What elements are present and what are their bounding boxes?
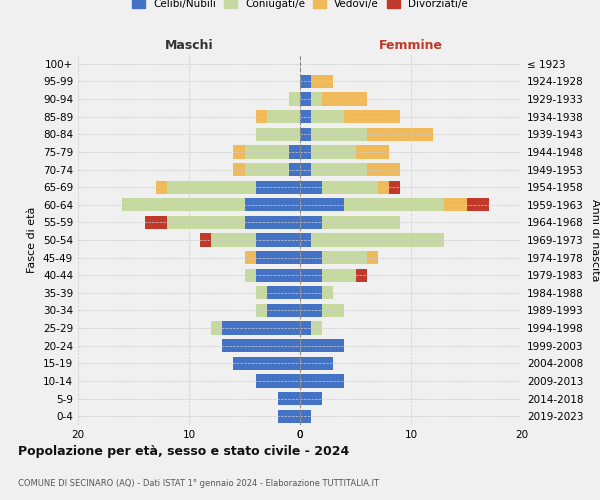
Bar	[300, 128, 311, 141]
Bar	[222, 322, 300, 334]
Bar	[256, 180, 300, 194]
Bar	[245, 198, 300, 211]
Bar	[266, 110, 300, 124]
Bar	[322, 304, 344, 317]
Bar	[211, 322, 222, 334]
Bar	[167, 216, 245, 229]
Bar	[300, 251, 322, 264]
Bar	[311, 128, 367, 141]
Bar	[300, 356, 334, 370]
Title: Femmine: Femmine	[379, 40, 443, 52]
Bar	[211, 234, 256, 246]
Bar	[256, 304, 266, 317]
Bar	[300, 92, 311, 106]
Bar	[256, 110, 266, 124]
Bar	[256, 251, 300, 264]
Legend: Celibi/Nubili, Coniugati/e, Vedovi/e, Divorziati/e: Celibi/Nubili, Coniugati/e, Vedovi/e, Di…	[128, 0, 472, 14]
Text: COMUNE DI SECINARO (AQ) - Dati ISTAT 1° gennaio 2024 - Elaborazione TUTTITALIA.I: COMUNE DI SECINARO (AQ) - Dati ISTAT 1° …	[18, 478, 379, 488]
Bar	[300, 163, 311, 176]
Bar	[245, 216, 300, 229]
Bar	[322, 92, 367, 106]
Bar	[311, 146, 355, 158]
Bar	[256, 234, 300, 246]
Bar	[289, 92, 300, 106]
Bar	[367, 251, 378, 264]
Bar	[256, 128, 300, 141]
Bar	[289, 146, 300, 158]
Bar	[278, 392, 300, 405]
Bar	[122, 198, 245, 211]
Bar	[367, 128, 433, 141]
Bar	[367, 163, 400, 176]
Bar	[233, 146, 245, 158]
Bar	[300, 304, 322, 317]
Bar	[266, 286, 300, 300]
Bar	[311, 92, 322, 106]
Bar	[300, 234, 311, 246]
Bar	[156, 180, 167, 194]
Bar	[222, 339, 300, 352]
Bar	[233, 356, 300, 370]
Bar	[300, 110, 311, 124]
Bar	[289, 163, 300, 176]
Bar	[300, 216, 322, 229]
Bar	[245, 163, 289, 176]
Bar	[311, 110, 344, 124]
Bar	[389, 180, 400, 194]
Bar	[467, 198, 488, 211]
Text: Popolazione per età, sesso e stato civile - 2024: Popolazione per età, sesso e stato civil…	[18, 444, 349, 458]
Bar	[300, 180, 322, 194]
Bar	[300, 392, 322, 405]
Bar	[300, 410, 311, 423]
Bar	[322, 216, 400, 229]
Bar	[300, 146, 311, 158]
Bar	[311, 163, 367, 176]
Bar	[233, 163, 245, 176]
Bar	[256, 286, 266, 300]
Bar	[145, 216, 167, 229]
Bar	[300, 322, 311, 334]
Bar	[278, 410, 300, 423]
Bar	[355, 268, 367, 282]
Bar	[344, 198, 444, 211]
Bar	[311, 234, 445, 246]
Bar	[322, 180, 378, 194]
Bar	[322, 286, 334, 300]
Bar	[300, 75, 311, 88]
Bar	[355, 146, 389, 158]
Bar	[322, 268, 355, 282]
Bar	[300, 374, 344, 388]
Bar	[245, 146, 289, 158]
Bar	[200, 234, 211, 246]
Title: Maschi: Maschi	[164, 40, 214, 52]
Y-axis label: Anni di nascita: Anni di nascita	[590, 198, 600, 281]
Bar	[167, 180, 256, 194]
Y-axis label: Fasce di età: Fasce di età	[28, 207, 37, 273]
Bar	[378, 180, 389, 194]
Bar	[311, 322, 322, 334]
Bar	[322, 251, 367, 264]
Bar	[300, 268, 322, 282]
Bar	[256, 374, 300, 388]
Bar	[300, 198, 344, 211]
Bar	[245, 251, 256, 264]
Bar	[344, 110, 400, 124]
Bar	[300, 286, 322, 300]
Bar	[311, 75, 334, 88]
Bar	[300, 339, 344, 352]
Bar	[444, 198, 467, 211]
Bar	[256, 268, 300, 282]
Bar	[266, 304, 300, 317]
Bar	[245, 268, 256, 282]
